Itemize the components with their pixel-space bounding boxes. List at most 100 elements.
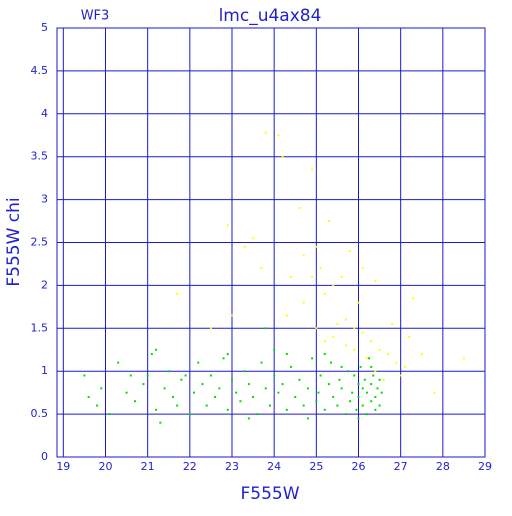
- data-point: [346, 370, 349, 373]
- data-point: [433, 391, 436, 394]
- data-point: [209, 327, 212, 330]
- y-tick-label: 0: [41, 450, 48, 463]
- data-point: [134, 400, 137, 403]
- data-point: [378, 404, 381, 407]
- data-point: [353, 327, 356, 330]
- data-point: [340, 365, 343, 368]
- data-point: [332, 284, 335, 287]
- data-point: [159, 421, 162, 424]
- data-point: [365, 391, 368, 394]
- data-point: [243, 370, 246, 373]
- data-point: [315, 327, 318, 330]
- data-point: [317, 391, 320, 394]
- data-point: [306, 387, 309, 390]
- data-point: [285, 408, 288, 411]
- data-point: [146, 374, 149, 377]
- data-point: [374, 408, 377, 411]
- data-point: [252, 237, 255, 240]
- data-point: [150, 353, 153, 356]
- data-point: [125, 391, 128, 394]
- data-point: [370, 400, 373, 403]
- data-point: [273, 348, 276, 351]
- data-point: [319, 267, 322, 270]
- data-point: [239, 400, 242, 403]
- data-point: [167, 370, 170, 373]
- data-point: [370, 365, 373, 368]
- data-point: [374, 395, 377, 398]
- data-point: [344, 413, 347, 416]
- x-tick-label: 19: [56, 460, 70, 473]
- data-point: [311, 275, 314, 278]
- data-point: [376, 387, 379, 390]
- data-point: [380, 391, 383, 394]
- data-point: [302, 301, 305, 304]
- data-point: [222, 357, 225, 360]
- chart-title: lmc_u4ax84: [219, 6, 322, 26]
- data-point: [298, 378, 301, 381]
- data-point: [285, 353, 288, 356]
- data-point: [372, 374, 375, 377]
- data-point: [378, 348, 381, 351]
- y-axis-label: F555W chi: [4, 197, 24, 286]
- data-point: [361, 387, 364, 390]
- data-point: [205, 404, 208, 407]
- data-point: [323, 353, 326, 356]
- y-tick-label: 1: [41, 364, 48, 377]
- data-point: [176, 292, 179, 295]
- y-tick-label: 1.5: [31, 321, 49, 334]
- data-point: [155, 408, 158, 411]
- data-point: [361, 331, 364, 334]
- data-point: [281, 155, 284, 158]
- data-point: [264, 327, 267, 330]
- x-tick-label: 21: [141, 460, 155, 473]
- data-point: [226, 224, 229, 227]
- data-point: [155, 348, 158, 351]
- data-point: [344, 344, 347, 347]
- data-point: [336, 323, 339, 326]
- data-point: [235, 391, 238, 394]
- data-point: [171, 395, 174, 398]
- data-point: [302, 254, 305, 257]
- data-point: [370, 383, 373, 386]
- data-point: [230, 378, 233, 381]
- data-point: [306, 417, 309, 420]
- data-point: [197, 361, 200, 364]
- data-point: [374, 280, 377, 283]
- data-point: [290, 275, 293, 278]
- data-point: [302, 404, 305, 407]
- y-tick-label: 5: [41, 21, 48, 34]
- data-point: [323, 340, 326, 343]
- data-point: [260, 267, 263, 270]
- data-point: [96, 404, 99, 407]
- data-point: [378, 378, 381, 381]
- x-tick-label: 22: [183, 460, 197, 473]
- data-point: [100, 387, 103, 390]
- data-point: [163, 387, 166, 390]
- data-point: [247, 417, 250, 420]
- x-axis-label: F555W: [240, 484, 299, 504]
- data-point: [319, 374, 322, 377]
- data-point: [188, 413, 191, 416]
- x-tick-label: 26: [351, 460, 365, 473]
- data-point: [399, 374, 402, 377]
- data-point: [359, 365, 362, 368]
- x-tick-label: 25: [309, 460, 323, 473]
- data-point: [412, 297, 415, 300]
- data-point: [298, 207, 301, 210]
- data-point: [315, 245, 318, 248]
- data-point: [226, 408, 229, 411]
- data-point: [315, 400, 318, 403]
- data-point: [374, 370, 377, 373]
- y-tick-label: 4: [41, 107, 48, 120]
- data-point: [180, 378, 183, 381]
- data-point: [323, 408, 326, 411]
- data-point: [83, 374, 86, 377]
- data-point: [327, 383, 330, 386]
- y-tick-label: 0.5: [31, 407, 49, 420]
- data-point: [357, 383, 360, 386]
- data-point: [340, 387, 343, 390]
- data-point: [209, 374, 212, 377]
- data-point: [290, 365, 293, 368]
